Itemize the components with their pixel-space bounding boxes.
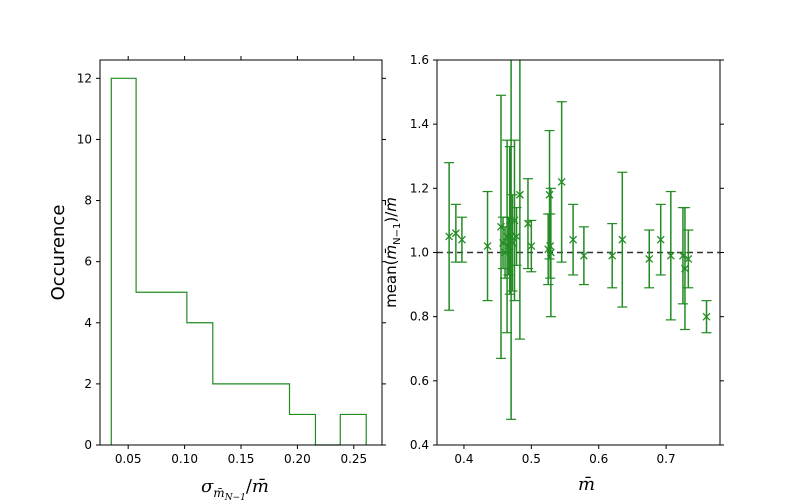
y-axis-label: Occurence	[48, 205, 69, 301]
x-tick-label: 0.7	[657, 452, 676, 466]
x-marker	[515, 190, 524, 199]
data-point	[450, 203, 461, 263]
data-point	[444, 162, 455, 311]
data-point	[701, 300, 712, 334]
data-point	[504, 146, 515, 295]
histogram-bin	[290, 414, 316, 445]
data-point	[526, 219, 537, 273]
histogram-step-outline	[110, 77, 367, 446]
y-tick-label: 10	[77, 132, 92, 146]
data-point	[568, 203, 579, 276]
data-point	[522, 178, 533, 270]
x-tick-label: 0.15	[228, 452, 255, 466]
x-marker	[681, 264, 689, 273]
x-marker	[524, 219, 532, 228]
data-point	[683, 229, 694, 289]
data-point	[556, 101, 567, 263]
x-marker	[457, 235, 466, 244]
histogram-bin	[213, 384, 239, 445]
y-tick-label: 1.4	[410, 117, 429, 131]
data-point	[607, 223, 618, 289]
errorbar-series	[437, 60, 720, 420]
x-tick-label: 0.20	[284, 452, 311, 466]
x-tick-label: 0.05	[115, 452, 142, 466]
x-tick-label: 0.5	[522, 452, 541, 466]
y-tick-label: 2	[84, 377, 92, 391]
x-marker	[702, 312, 711, 321]
data-point	[679, 206, 690, 331]
data-point	[677, 206, 688, 305]
x-marker	[445, 232, 454, 241]
histogram-bin	[340, 414, 366, 445]
data-point	[644, 229, 655, 289]
y-axis-label: mean(m̄N−1)/m̄	[382, 197, 403, 308]
x-marker	[656, 235, 665, 244]
x-marker	[579, 251, 588, 260]
data-point	[514, 60, 525, 340]
y-tick-label: 6	[84, 255, 92, 269]
x-marker	[569, 235, 578, 244]
data-point	[617, 171, 628, 308]
x-marker	[527, 242, 536, 251]
x-tick-label: 0.6	[589, 452, 608, 466]
histogram-bin	[239, 384, 264, 445]
y-tick-label: 1.6	[410, 53, 429, 67]
x-tick-label: 0.10	[171, 452, 198, 466]
x-axis-label: m̄	[578, 474, 595, 495]
y-tick-label: 1.2	[410, 181, 429, 195]
y-tick-label: 0.4	[410, 438, 429, 452]
histogram-bin	[111, 78, 136, 445]
histogram-frame	[99, 59, 383, 446]
x-marker	[483, 242, 492, 251]
data-point	[578, 226, 589, 286]
x-marker	[557, 177, 566, 186]
x-marker	[608, 251, 617, 260]
data-point	[545, 187, 556, 318]
data-point	[482, 190, 493, 302]
x-marker	[512, 232, 521, 241]
y-tick-label: 4	[84, 316, 92, 330]
x-axis-label: σm̄N−1/m̄	[201, 476, 269, 500]
y-tick-label: 12	[77, 71, 92, 85]
y-tick-label: 8	[84, 194, 92, 208]
histogram-bin	[162, 292, 187, 445]
x-marker	[645, 254, 654, 263]
histogram-bin	[264, 384, 290, 445]
y-tick-label: 0.6	[410, 374, 429, 388]
data-point	[655, 203, 666, 276]
histogram-bin	[187, 323, 213, 445]
x-tick-label: 0.4	[454, 452, 473, 466]
x-marker	[666, 251, 675, 260]
errorbar-scatter-panel: 0.4 0.5 0.6 0.7 0.4 0.6 0.8 1.0 1.2 1.4 1.6 m̄ mean(…	[382, 53, 724, 495]
x-marker	[546, 248, 555, 257]
data-point	[665, 190, 676, 321]
x-marker	[618, 235, 627, 244]
x-marker	[451, 229, 460, 238]
histogram-panel: 0.05 0.10 0.15 0.20 0.25 0 2 4 6 8 10 12 Occurence σm…	[48, 56, 386, 500]
histogram-bin	[136, 292, 162, 445]
y-tick-label: 0	[84, 438, 92, 452]
y-tick-label: 0.8	[410, 310, 429, 324]
x-marker	[684, 254, 693, 263]
y-tick-label: 1.0	[410, 246, 429, 260]
data-point	[456, 216, 467, 263]
x-marker	[545, 190, 554, 199]
x-tick-label: 0.25	[340, 452, 367, 466]
